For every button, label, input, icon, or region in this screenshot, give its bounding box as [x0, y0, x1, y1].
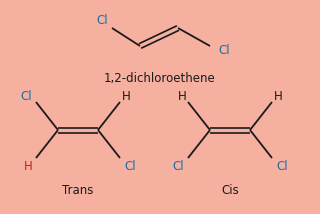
Text: Cis: Cis	[221, 183, 239, 196]
Text: Cl: Cl	[218, 43, 230, 56]
Text: Trans: Trans	[62, 183, 94, 196]
Text: Cl: Cl	[20, 89, 32, 103]
Text: H: H	[178, 89, 186, 103]
Text: 1,2-dichloroethene: 1,2-dichloroethene	[104, 71, 216, 85]
Text: H: H	[122, 89, 130, 103]
Text: Cl: Cl	[172, 159, 184, 172]
Text: Cl: Cl	[124, 159, 136, 172]
Text: H: H	[24, 159, 32, 172]
Text: Cl: Cl	[96, 13, 108, 27]
Text: H: H	[274, 89, 282, 103]
Text: Cl: Cl	[276, 159, 288, 172]
